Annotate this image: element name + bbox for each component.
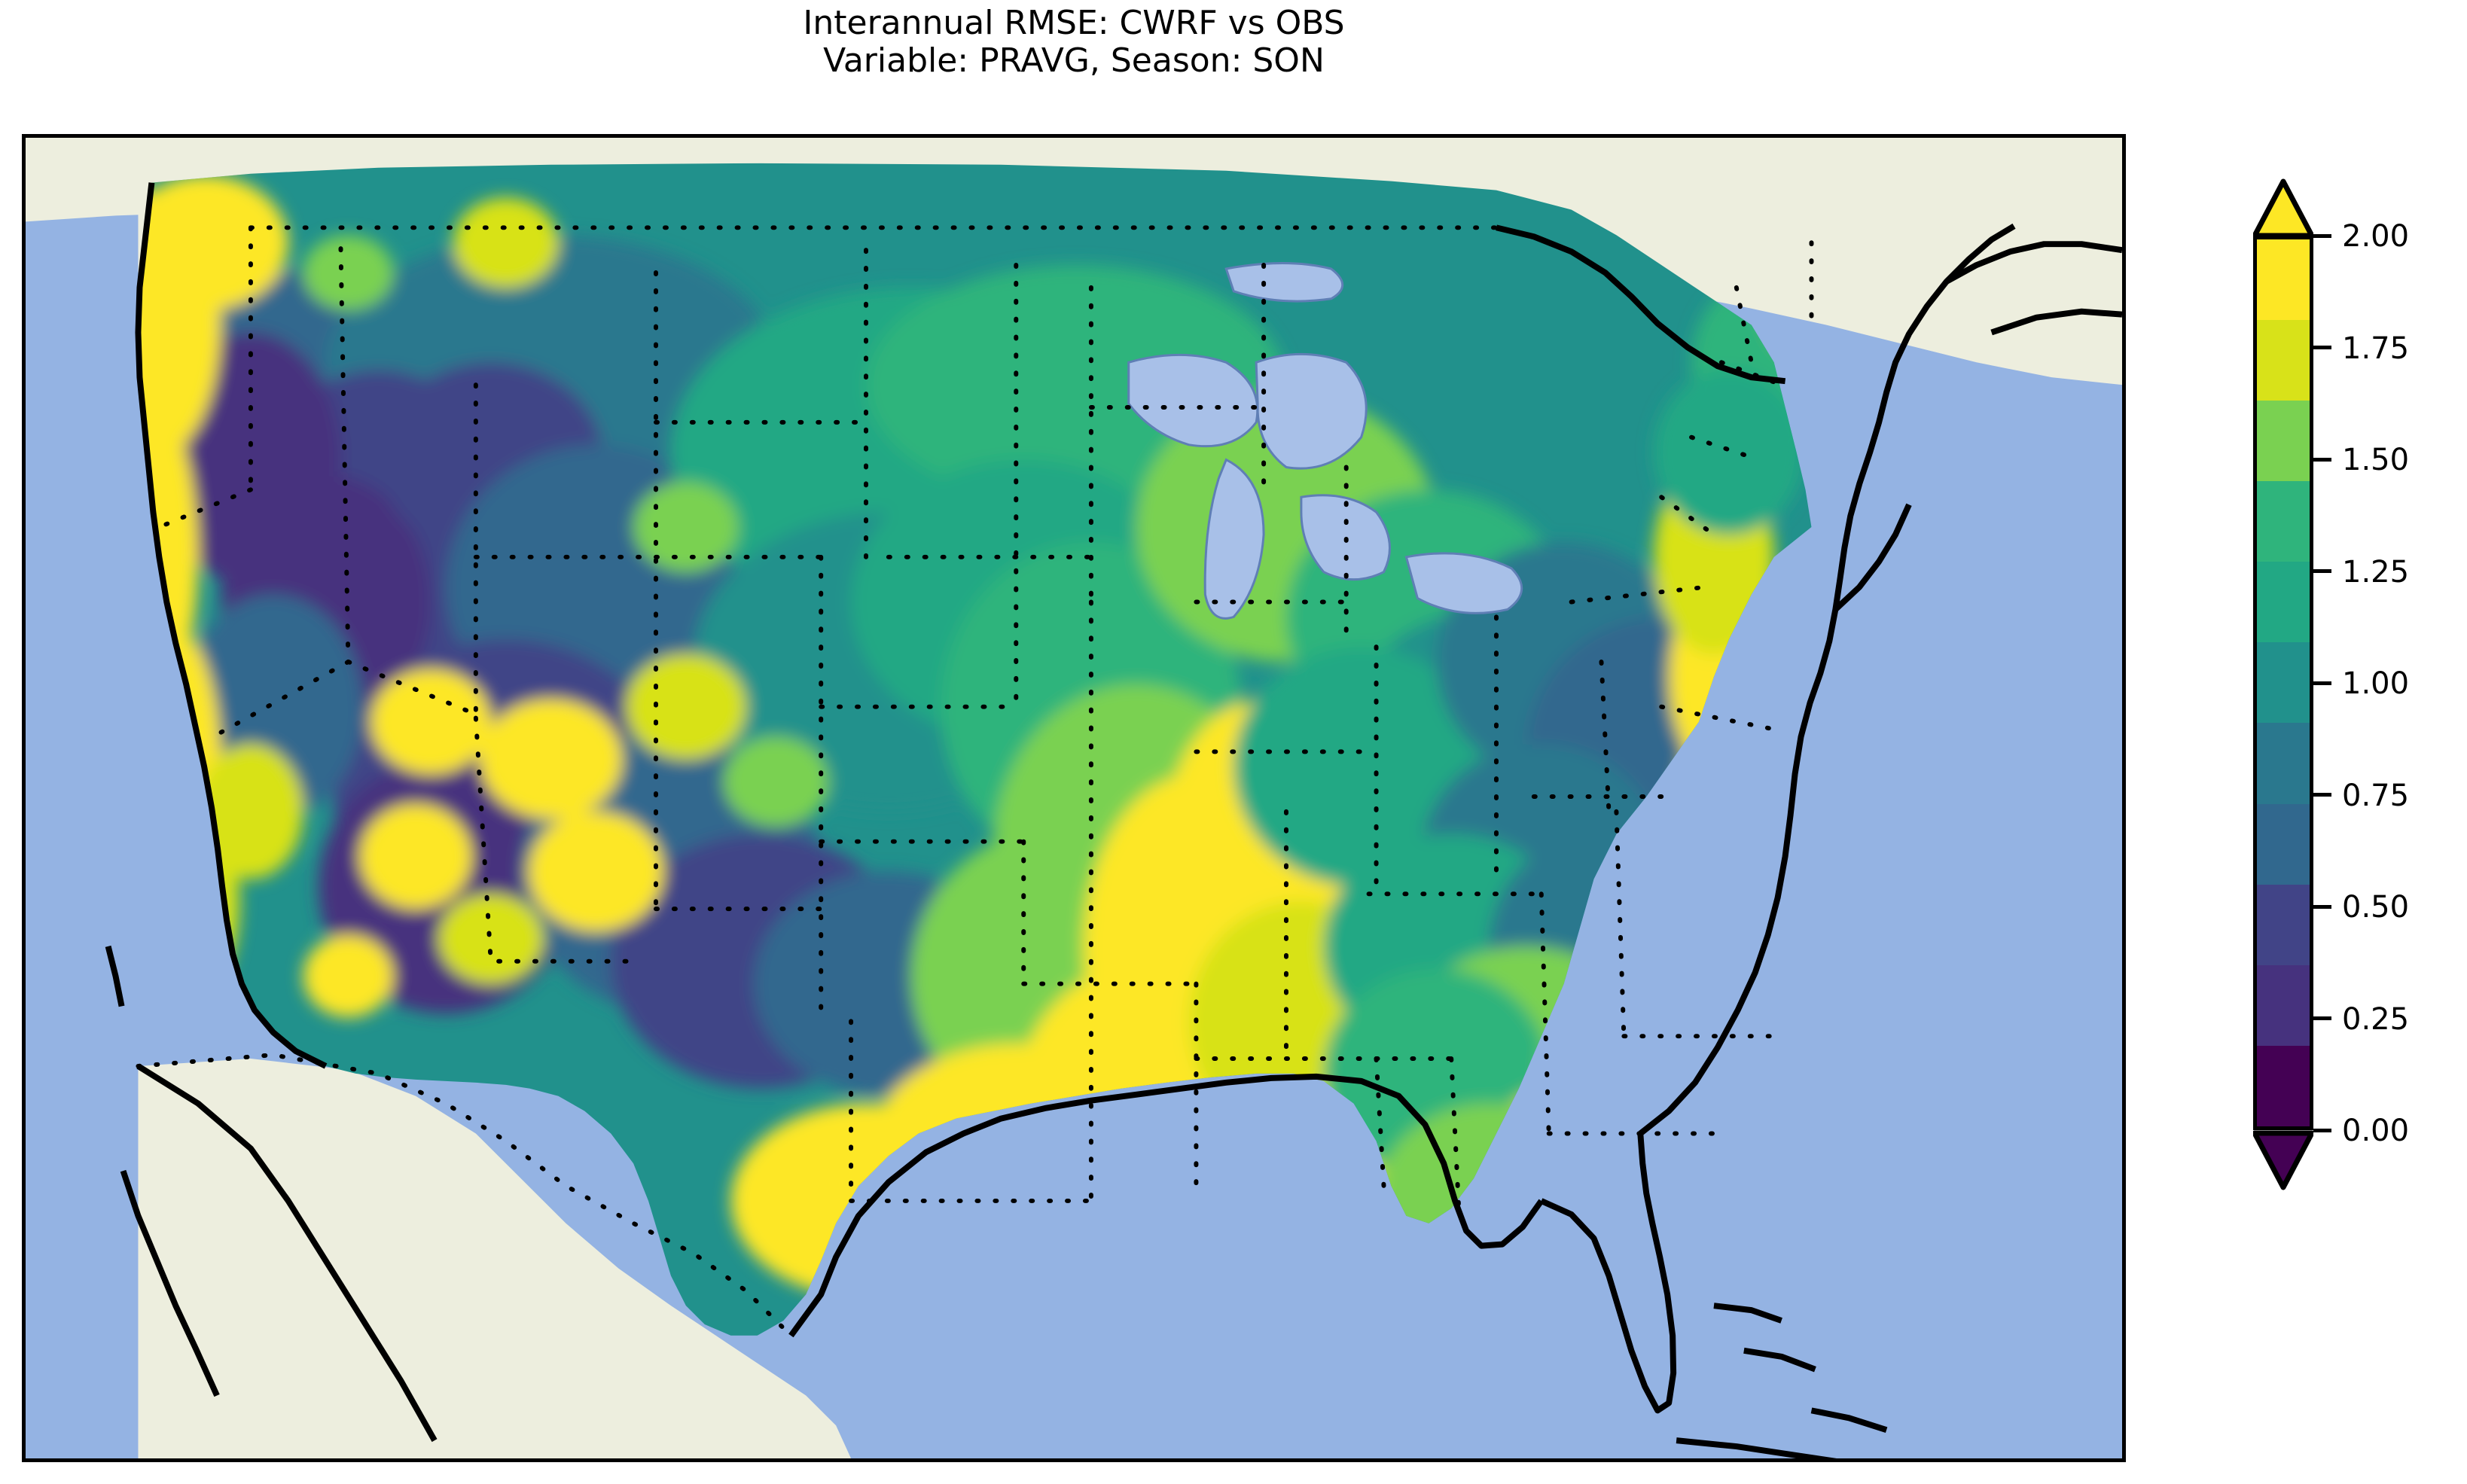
- coastlines: [105, 182, 2122, 1458]
- state-boundaries: [136, 225, 1814, 1338]
- great-lakes: [1127, 262, 1523, 620]
- tick-mark: [2313, 346, 2331, 349]
- title-line-1: Interannual RMSE: CWRF vs OBS: [803, 4, 1345, 42]
- colorbar-extend-min-arrow: [2253, 1130, 2313, 1190]
- tick-label: 0.00: [2342, 1114, 2410, 1148]
- tick-label: 0.25: [2342, 1001, 2410, 1037]
- figure-title: Interannual RMSE: CWRF vs OBS Variable: …: [0, 4, 2148, 81]
- tick-mark: [2313, 233, 2331, 238]
- map-plot-area: [26, 138, 2122, 1458]
- colorbar-gradient: [2253, 236, 2313, 1130]
- tick-mark: [2313, 793, 2331, 797]
- tick-mark: [2313, 904, 2331, 909]
- tick-label: 1.50: [2342, 443, 2410, 477]
- tick-label: 0.75: [2342, 778, 2410, 813]
- tick-mark: [2313, 681, 2331, 685]
- tick-label: 1.75: [2342, 331, 2410, 366]
- tick-mark: [2313, 1128, 2331, 1132]
- map-axes[interactable]: [22, 134, 2126, 1462]
- colorbar-extend-max-arrow: [2253, 178, 2313, 239]
- tick-label: 2.00: [2342, 219, 2410, 254]
- tick-label: 1.00: [2342, 666, 2410, 701]
- tick-label: 0.50: [2342, 890, 2410, 925]
- tick-mark: [2313, 1016, 2331, 1020]
- title-line-2: Variable: PRAVG, Season: SON: [823, 41, 1325, 81]
- tick-mark: [2313, 569, 2331, 573]
- tick-label: 1.25: [2342, 554, 2410, 590]
- colorbar-ticks: 2.00 1.75 1.50 1.25 1.00 0.75: [2313, 219, 2467, 1148]
- tick-mark: [2313, 457, 2331, 462]
- maritimes-landmass: [1773, 227, 2122, 363]
- colorbar[interactable]: 2.00 1.75 1.50 1.25 1.00 0.75: [2253, 136, 2409, 1250]
- mexico-landmass: [138, 1059, 852, 1458]
